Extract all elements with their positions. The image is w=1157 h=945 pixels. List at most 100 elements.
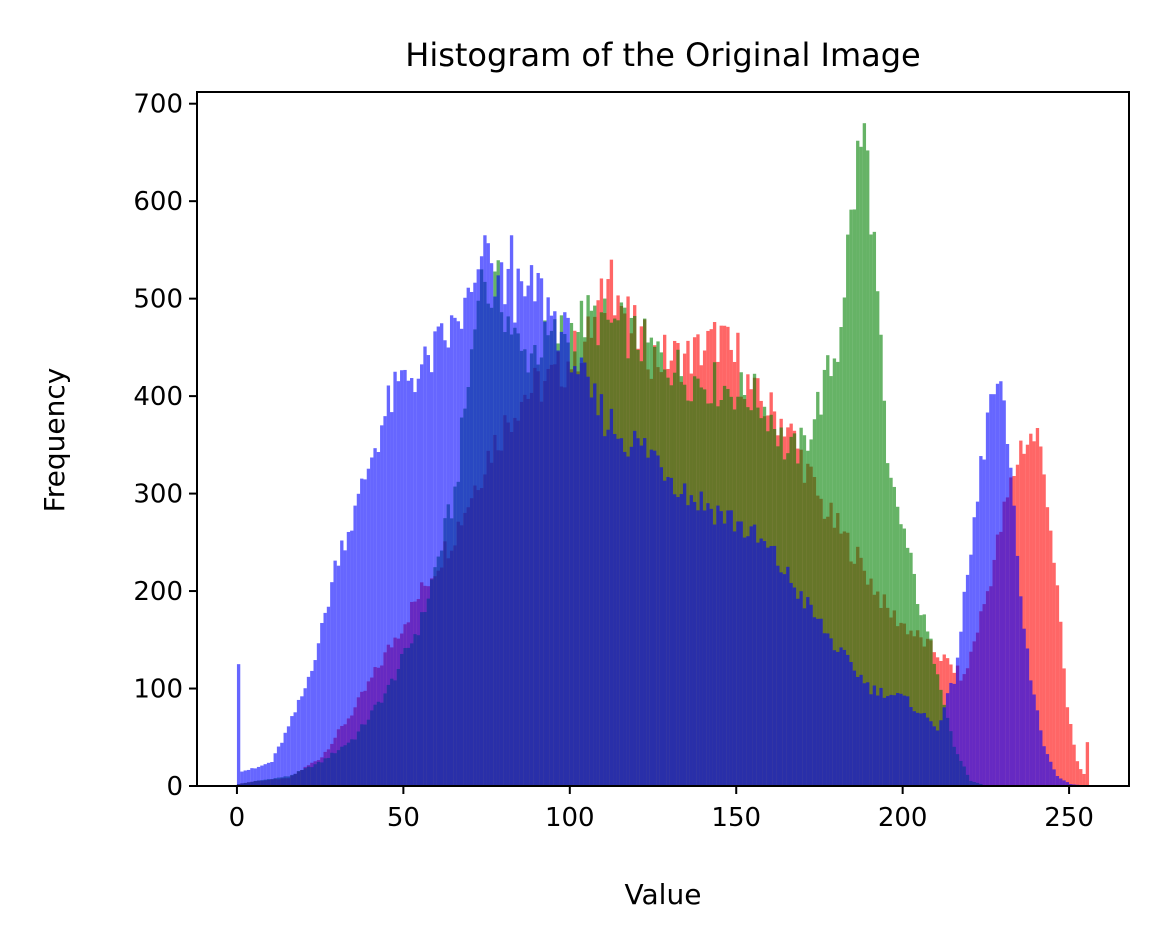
histogram-bar [722, 523, 727, 786]
histogram-bar [653, 450, 657, 786]
histogram-bar [975, 501, 980, 786]
histogram-bar [533, 301, 537, 786]
histogram-bar [1082, 773, 1086, 786]
histogram-bar [742, 537, 747, 786]
histogram-bar [982, 459, 986, 786]
histogram-bar [952, 683, 956, 786]
histogram-bar [370, 457, 374, 786]
x-tick-label: 100 [545, 803, 595, 833]
histogram-bar [912, 573, 916, 786]
histogram-bar [922, 712, 926, 786]
histogram-bar [856, 676, 860, 786]
histogram-bar [413, 392, 417, 786]
histogram-bar [1052, 769, 1056, 786]
histogram-bar [1062, 780, 1066, 786]
x-axis-label: Value [625, 878, 702, 911]
histogram-bar [872, 685, 877, 786]
histogram-bar [430, 372, 434, 786]
histogram-bar [376, 452, 381, 786]
histogram-bar [945, 693, 950, 786]
histogram-bar [250, 768, 254, 786]
histogram-bar [649, 449, 654, 786]
histogram-bar [896, 693, 900, 786]
histogram-bar [463, 297, 467, 786]
histogram-bar [280, 742, 284, 786]
histogram-bar [1042, 474, 1046, 786]
histogram-bar [935, 730, 940, 786]
histogram-bar [596, 415, 600, 786]
histogram-bar [363, 479, 367, 786]
histogram-bar [659, 467, 663, 786]
series-blue-bars [236, 235, 1086, 787]
histogram-bar [995, 383, 1000, 786]
histogram-bar [1049, 530, 1053, 786]
histogram-bar [696, 510, 700, 786]
histogram-bar [529, 265, 534, 786]
histogram-bar [1069, 723, 1073, 786]
y-tick-label: 200 [133, 577, 183, 607]
histogram-bar [489, 263, 494, 786]
histogram-bar [796, 598, 800, 786]
histogram-bar [1079, 769, 1083, 786]
histogram-bar [539, 278, 544, 786]
histogram-bar [915, 712, 920, 786]
histogram-bar [243, 770, 247, 786]
histogram-bar [672, 494, 677, 786]
histogram-bar [436, 326, 440, 786]
histogram-bar [709, 508, 713, 786]
histogram-bar [593, 383, 597, 786]
histogram-bar [912, 711, 916, 786]
histogram-bar [779, 572, 783, 786]
histogram-bar [423, 346, 427, 786]
histogram-bar [839, 647, 843, 786]
y-tick-label: 100 [133, 675, 183, 705]
histogram-bar [699, 491, 703, 786]
histogram-bar [876, 291, 880, 786]
histogram-bar [1029, 680, 1033, 786]
histogram-bar [663, 480, 667, 786]
histogram-bar [366, 468, 371, 786]
histogram-bar [822, 369, 827, 786]
histogram-bar [393, 371, 397, 786]
histogram-bar [712, 524, 717, 786]
histogram-bar [905, 696, 910, 786]
histogram-bar [323, 612, 327, 786]
histogram-bar [806, 597, 810, 786]
histogram-bar [1065, 782, 1070, 786]
histogram-bar [679, 494, 683, 786]
histogram-bar [925, 631, 930, 786]
histogram-bar [559, 331, 564, 786]
histogram-bar [483, 235, 487, 786]
histogram-bar [886, 463, 890, 786]
histogram-bar [566, 317, 570, 786]
histogram-bar [1059, 778, 1063, 786]
histogram-bar [759, 538, 763, 786]
y-tick-label: 700 [133, 90, 183, 120]
histogram-bar [459, 328, 464, 786]
histogram-bar [1055, 585, 1060, 786]
histogram-bar [766, 547, 770, 786]
histogram-bar [639, 445, 644, 786]
histogram-bar [1055, 776, 1060, 786]
histogram-bar [1032, 694, 1036, 786]
histogram-bar [439, 323, 444, 786]
histogram-bar [1065, 707, 1070, 786]
histogram-bar [866, 150, 870, 786]
histogram-bar [905, 547, 910, 786]
histogram-bar [469, 291, 474, 786]
histogram-bar [296, 699, 301, 786]
histogram-bar [939, 720, 943, 786]
histogram-bar [819, 414, 823, 786]
histogram-bar [496, 275, 500, 786]
histogram-bar [509, 235, 514, 786]
histogram-bar [932, 663, 936, 786]
histogram-bar [1072, 744, 1076, 786]
x-tick-label: 50 [387, 803, 420, 833]
histogram-bar [506, 268, 510, 786]
histogram-bar [350, 530, 354, 786]
histogram-bar [330, 582, 334, 786]
histogram-bar [636, 438, 640, 786]
histogram-bar [626, 456, 630, 786]
histogram-bar [922, 614, 926, 786]
histogram-bar [326, 606, 331, 786]
